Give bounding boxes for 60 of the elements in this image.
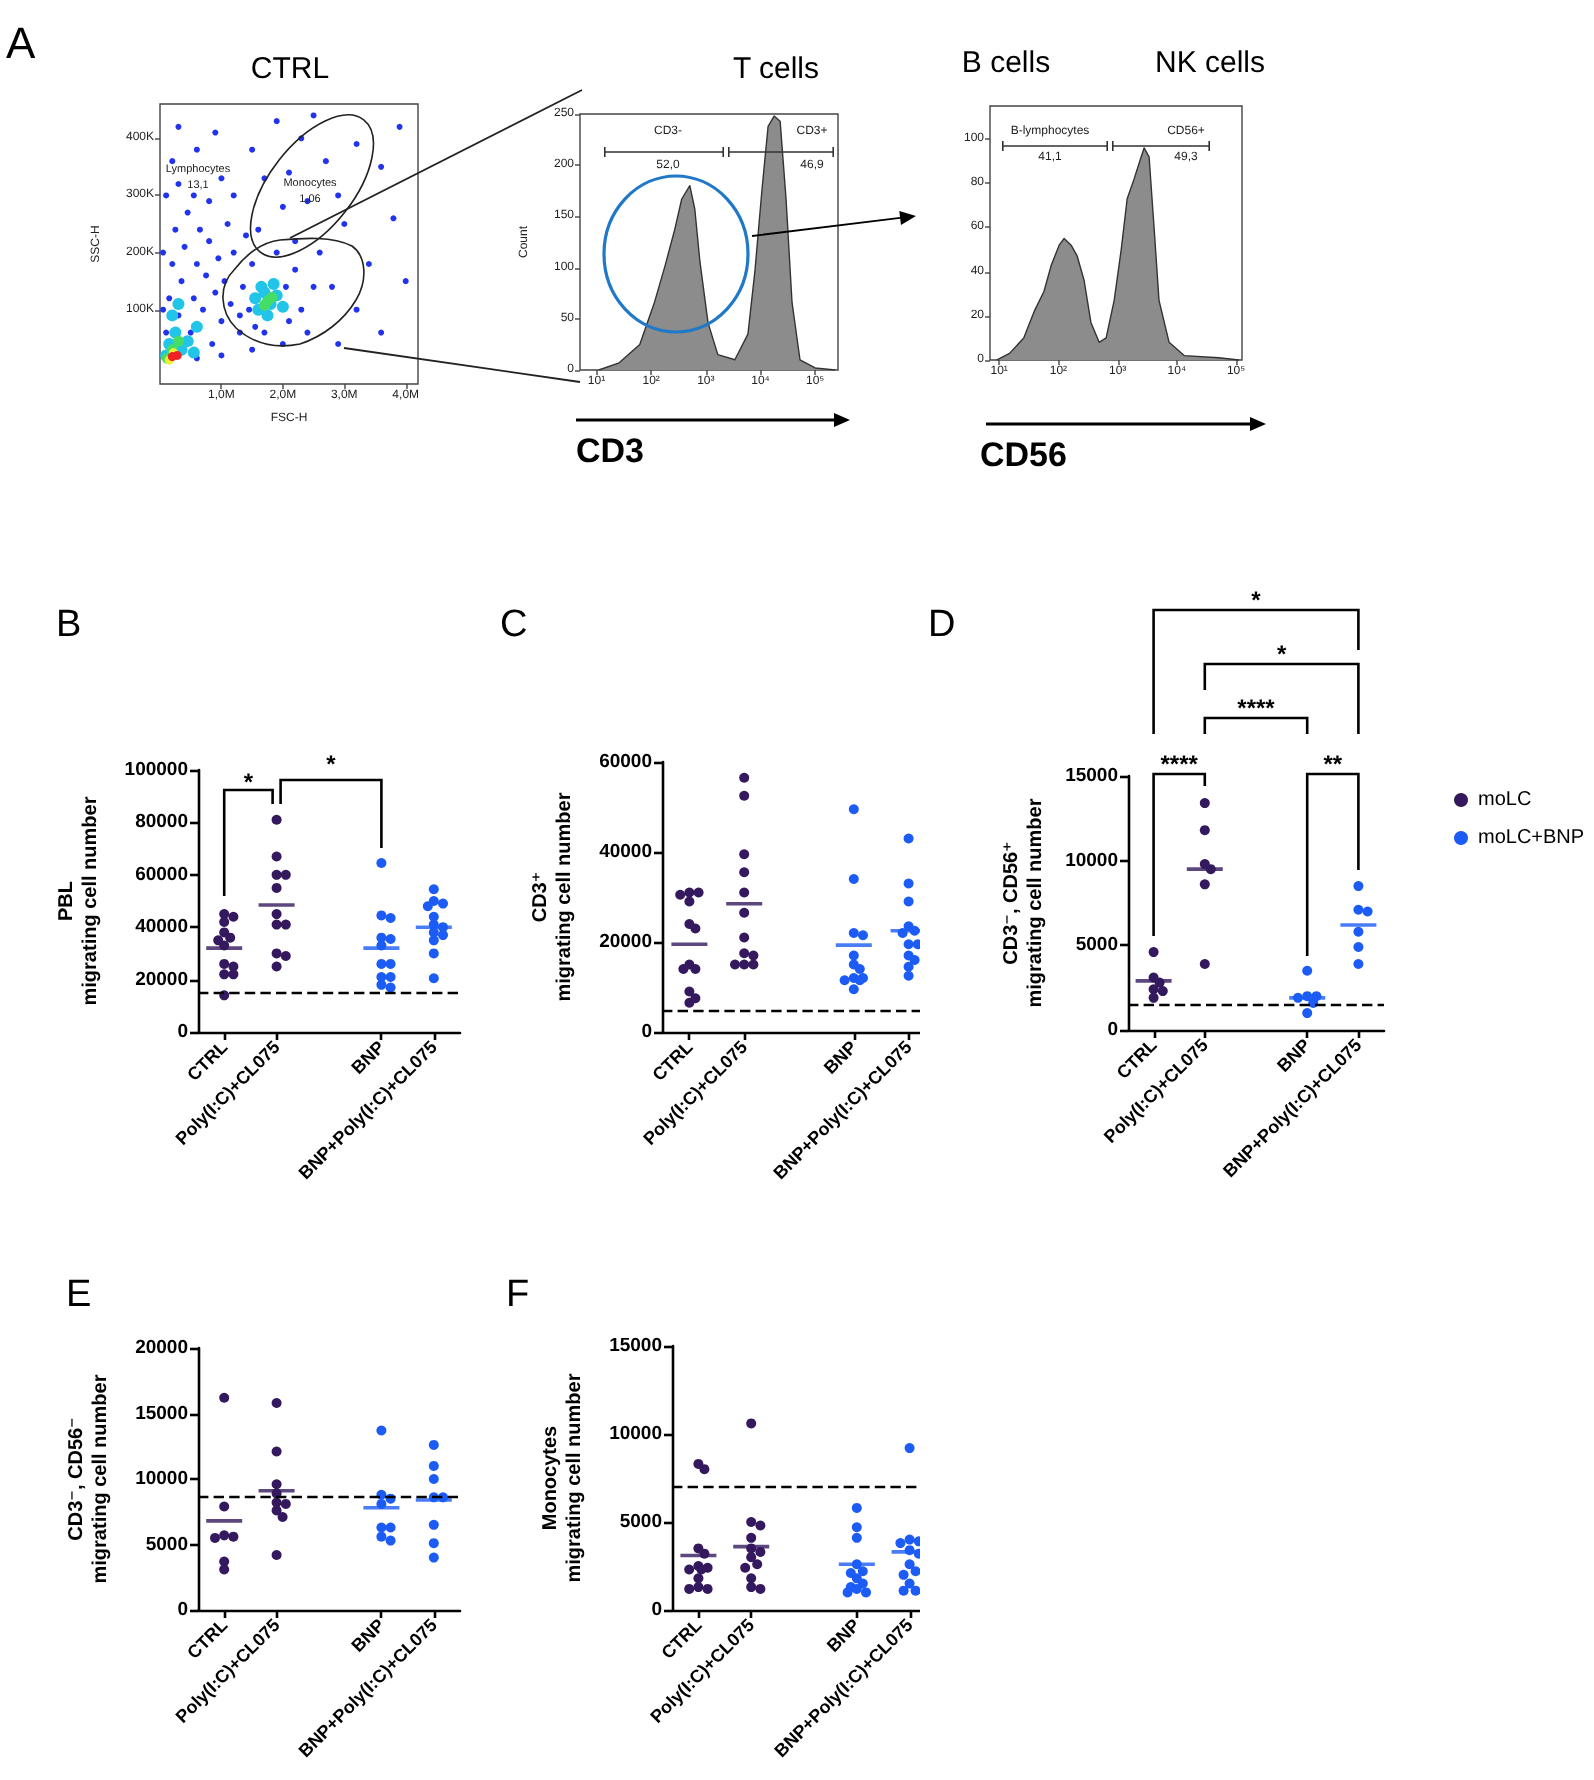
y-tick-label: 20000 [135, 968, 188, 991]
chart-title: F [506, 1274, 530, 1316]
y-tick-label: 5000 [1075, 934, 1118, 957]
y-tick-label: 20000 [135, 1337, 188, 1359]
x-axis-title: CD3 [576, 432, 645, 470]
chart-title: E [66, 1274, 92, 1316]
y-axis-title: CD3⁺ migrating cell number [530, 792, 577, 1002]
y-tick-label: 0 [1107, 1019, 1118, 1041]
y-tick-label: 40000 [599, 841, 652, 863]
point [172, 298, 185, 310]
point [276, 300, 289, 313]
y-tick-label: 15000 [609, 1335, 662, 1357]
point [255, 280, 268, 293]
y-tick-label: 60000 [599, 751, 652, 773]
y-tick-label: 0 [651, 1599, 662, 1621]
y-axis-title: CD3⁻, CD56⁺ migrating cell number [1001, 798, 1047, 1008]
y-tick-label: 100000 [124, 759, 188, 781]
point [261, 309, 274, 322]
text: NK cells [1154, 46, 1266, 80]
text: * [1276, 640, 1287, 668]
chart-subtitle: T cells [732, 52, 820, 86]
y-tick-label: 10000 [609, 1423, 662, 1445]
text: **** [1237, 694, 1276, 722]
y-axis-title: Monocytes migrating cell number [540, 1373, 587, 1583]
annotation: * [326, 750, 337, 778]
point [190, 320, 203, 333]
chart-title: A [6, 18, 36, 68]
y-tick-label: 5000 [145, 1533, 188, 1556]
annotation: * [243, 768, 254, 796]
y-tick-label: 15000 [135, 1402, 188, 1425]
y-tick-label: 0 [177, 1599, 188, 1621]
y-tick-label: 10000 [1065, 849, 1118, 872]
y-tick-label: 15000 [1065, 765, 1118, 787]
chart-title: C [500, 604, 528, 646]
y-tick-label: 5000 [619, 1511, 662, 1533]
point [267, 278, 280, 290]
y-tick-label: 10000 [135, 1468, 188, 1490]
point [172, 335, 184, 347]
legend-label: moLC+BNP [1478, 827, 1585, 849]
legend-label: moLC [1478, 789, 1532, 811]
text: * [1251, 586, 1262, 614]
point [249, 292, 262, 305]
annotation: ** [1323, 750, 1343, 778]
y-tick-label: 0 [177, 1021, 188, 1043]
x-axis-title: CD56 [980, 436, 1067, 474]
annotation: **** [1160, 750, 1199, 778]
point [187, 346, 200, 359]
text: B cells [961, 46, 1051, 80]
chart-subtitle: CTRL [250, 52, 330, 86]
point [266, 291, 278, 303]
y-axis-title: CD3⁻, CD56⁻ migrating cell number [66, 1374, 113, 1584]
y-tick-label: 0 [641, 1021, 652, 1043]
y-tick-label: 40000 [135, 916, 188, 939]
y-axis-title: PBL migrating cell number [55, 796, 102, 1006]
point [166, 309, 179, 322]
y-tick-label: 20000 [599, 931, 652, 953]
y-tick-label: 80000 [135, 811, 188, 834]
y-tick-label: 60000 [135, 863, 188, 886]
chart-title: D [928, 604, 956, 646]
chart-title: B [56, 604, 82, 646]
